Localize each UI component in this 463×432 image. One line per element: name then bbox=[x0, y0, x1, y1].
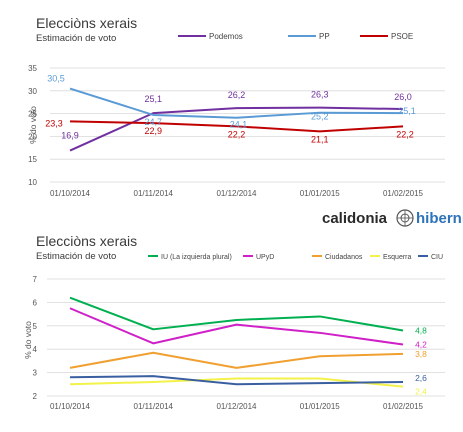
series-line-psoe bbox=[69, 120, 404, 133]
data-label-iu-la-izquierda-plural: 4,8 bbox=[415, 325, 427, 335]
chart1-y-ticks: 10 15 20 25 30 35 bbox=[28, 64, 37, 187]
y-tick-label: 10 bbox=[28, 178, 37, 187]
data-label-podemos: 26,0 bbox=[394, 92, 412, 102]
chart1-y-axis-label: % do voto bbox=[28, 106, 38, 144]
y-tick-label: 7 bbox=[33, 275, 38, 284]
series-line-ciu bbox=[69, 375, 404, 386]
chart2-legend: IU (La izquierda plural) UPyD Ciudadanos Es… bbox=[148, 254, 443, 261]
data-label-podemos: 26,3 bbox=[311, 90, 329, 100]
chart1-x-ticks: 01/10/2014 01/11/2014 01/12/2014 01/01/2015… bbox=[50, 189, 424, 198]
chart2-series bbox=[69, 296, 404, 388]
x-tick-label: 01/10/2014 bbox=[50, 402, 91, 411]
data-label-pp: 24,1 bbox=[230, 120, 248, 130]
y-tick-label: 15 bbox=[28, 155, 37, 164]
x-tick-label: 01/12/2014 bbox=[216, 189, 257, 198]
data-label-psoe: 22,2 bbox=[228, 129, 246, 139]
logo-text-left: calidonia bbox=[322, 210, 388, 227]
y-tick-label: 6 bbox=[33, 298, 38, 307]
y-tick-label: 20 bbox=[28, 132, 37, 141]
data-label-podemos: 26,2 bbox=[228, 90, 246, 100]
chart1-series bbox=[69, 87, 404, 152]
data-label-esquerra: 2,4 bbox=[415, 387, 427, 397]
chart2-subtitle: Estimación de voto bbox=[36, 251, 116, 262]
y-tick-label: 3 bbox=[33, 369, 38, 378]
legend-label-psoe: PSOE bbox=[391, 32, 413, 41]
data-label-psoe: 22,9 bbox=[144, 126, 162, 136]
y-tick-label: 4 bbox=[33, 345, 38, 354]
chart1-legend: Podemos PP PSOE bbox=[178, 32, 413, 41]
chart2-data-labels: 4,8 4,23,8 2,4 2,6 bbox=[415, 325, 427, 396]
data-label-pp: 30,5 bbox=[47, 74, 65, 84]
y-tick-label: 2 bbox=[33, 392, 38, 401]
legend-label-podemos: Podemos bbox=[209, 32, 243, 41]
series-line-iu-la-izquierda-plural bbox=[69, 296, 404, 332]
data-label-podemos: 16,9 bbox=[61, 131, 79, 141]
x-tick-label: 01/01/2015 bbox=[300, 402, 341, 411]
chart2-y-ticks: 2 3 4 5 6 7 bbox=[33, 275, 38, 401]
y-tick-label: 35 bbox=[28, 64, 37, 73]
legend-label-ciu: CIU bbox=[431, 254, 443, 261]
data-label-pp: 25,2 bbox=[311, 112, 329, 122]
chart2-x-ticks: 01/10/2014 01/11/2014 01/12/2014 01/01/2015… bbox=[50, 402, 424, 411]
data-label-ciu: 2,6 bbox=[415, 373, 427, 383]
chart1-subtitle: Estimación de voto bbox=[36, 33, 116, 44]
data-label-psoe: 22,2 bbox=[396, 129, 414, 139]
data-label-pp: 25,1 bbox=[398, 106, 416, 116]
x-tick-label: 01/02/2015 bbox=[383, 189, 424, 198]
x-tick-label: 01/02/2015 bbox=[383, 402, 424, 411]
data-label-psoe: 21,1 bbox=[311, 134, 329, 144]
legend-label-pp: PP bbox=[319, 32, 330, 41]
logo-text-right: hibernia bbox=[416, 210, 463, 227]
x-tick-label: 01/11/2014 bbox=[134, 189, 174, 198]
data-label-podemos: 25,1 bbox=[144, 94, 162, 104]
legend-label-ciudadanos: Ciudadanos bbox=[325, 254, 363, 261]
chart1-data-labels: 16,9 25,1 26,2 26,3 26,0 30,5 24,7 24,1 25,2 25,1… bbox=[45, 74, 416, 145]
series-line-esquerra bbox=[69, 377, 404, 388]
y-tick-label: 30 bbox=[28, 87, 37, 96]
legend-label-esquerra: Esquerra bbox=[383, 254, 412, 261]
x-tick-label: 01/01/2015 bbox=[300, 189, 341, 198]
calidonia-hibernia-logo: calidonia hibernia bbox=[322, 209, 463, 227]
chart1-title: Elecciòns xerais bbox=[36, 15, 137, 31]
x-tick-label: 01/11/2014 bbox=[134, 402, 174, 411]
series-line-pp bbox=[69, 87, 404, 119]
y-tick-label: 25 bbox=[28, 110, 37, 119]
y-tick-label: 5 bbox=[33, 322, 38, 331]
data-label-upyd: 4,2 bbox=[415, 340, 427, 350]
data-label-psoe: 23,3 bbox=[45, 118, 63, 128]
data-label-ciudadanos: 3,8 bbox=[415, 349, 427, 359]
legend-label-iu-la-izquierda-plural: IU (La izquierda plural) bbox=[161, 254, 232, 261]
chart2-title: Elecciòns xerais bbox=[36, 233, 137, 249]
series-line-upyd bbox=[69, 307, 404, 346]
x-tick-label: 01/10/2014 bbox=[50, 189, 91, 198]
chart1-gridlines bbox=[50, 67, 445, 183]
data-label-pp: 24,7 bbox=[144, 117, 162, 127]
logo-emblem-icon bbox=[396, 209, 414, 227]
series-line-ciudadanos bbox=[69, 351, 404, 369]
series-line-podemos bbox=[69, 106, 404, 152]
legend-label-upyd: UPyD bbox=[256, 254, 274, 261]
chart2-y-axis-label: % do voto bbox=[23, 321, 33, 359]
x-tick-label: 01/12/2014 bbox=[216, 402, 257, 411]
